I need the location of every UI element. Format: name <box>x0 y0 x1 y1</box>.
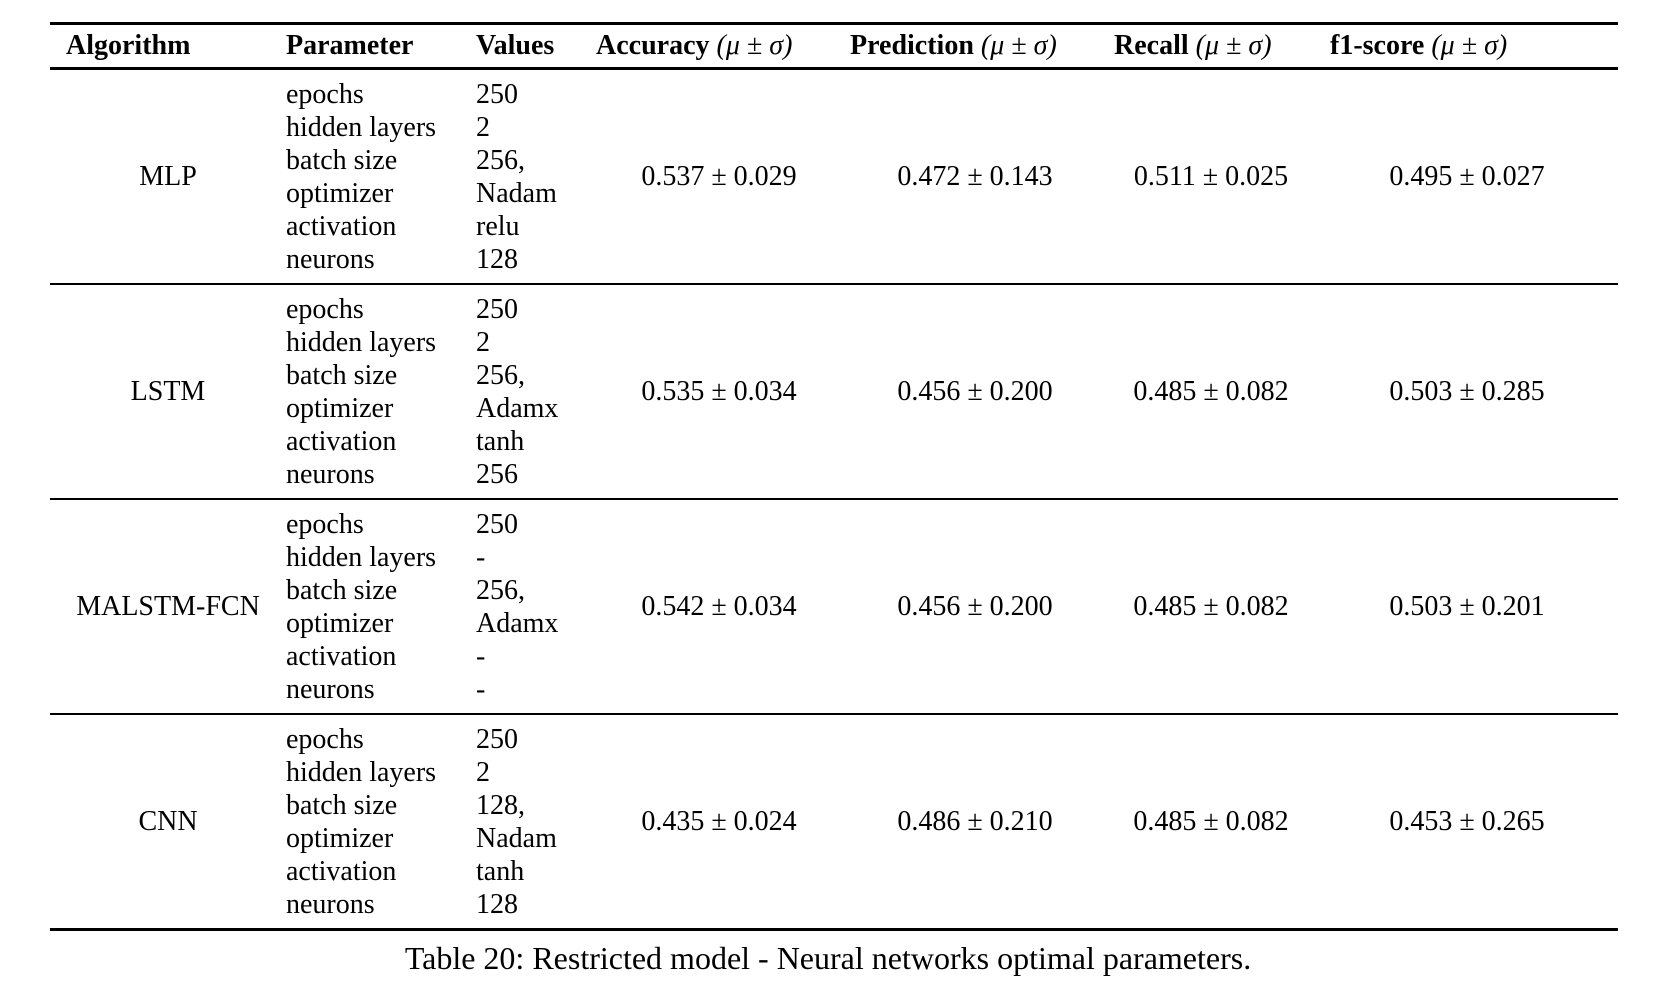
parameter-name: epochs <box>286 508 364 540</box>
parameter-value: 128 <box>476 888 518 920</box>
prediction-cell: 0.456 ± 0.200 <box>897 590 1053 622</box>
parameter-value: 250 <box>476 508 518 540</box>
parameter-value: 256, <box>476 574 525 606</box>
recall-cell: 0.485 ± 0.082 <box>1133 375 1289 407</box>
header-recall: Recall (μ ± σ) <box>1114 30 1272 61</box>
accuracy-cell: 0.435 ± 0.024 <box>641 805 797 837</box>
values-cell: 250-256, Adamx - - <box>476 499 594 714</box>
header-prediction: Prediction (μ ± σ) <box>850 30 1057 61</box>
algorithm-cell: MLP <box>139 160 197 192</box>
parameter-name: activation <box>286 210 397 242</box>
header-row: Algorithm Parameter Values Accuracy (μ ±… <box>50 23 1618 69</box>
parameter-value: 2 <box>476 111 490 143</box>
parameter-name: neurons <box>286 458 375 490</box>
table-body: MLP epochs hidden layers batch size optimize… <box>50 69 1618 930</box>
parameter-name: optimizer <box>286 177 394 209</box>
parameter-name: neurons <box>286 888 375 920</box>
f1-cell: 0.453 ± 0.265 <box>1389 805 1545 837</box>
header-prediction-unit: (μ ± σ) <box>980 30 1057 61</box>
parameter-value: Adamx <box>476 607 559 639</box>
results-table-container: Algorithm Parameter Values Accuracy (μ ±… <box>50 22 1618 931</box>
f1-cell: 0.503 ± 0.285 <box>1389 375 1545 407</box>
header-accuracy: Accuracy (μ ± σ) <box>596 30 793 61</box>
header-f1: f1-score (μ ± σ) <box>1330 30 1508 61</box>
parameter-name: epochs <box>286 293 364 325</box>
parameter-name: batch size <box>286 144 398 176</box>
table-row: CNN epochs hidden layers batch size optimize… <box>50 714 1618 930</box>
results-table: Algorithm Parameter Values Accuracy (μ ±… <box>50 22 1618 931</box>
header-parameter: Parameter <box>286 30 414 61</box>
parameter-value: tanh <box>476 425 525 457</box>
accuracy-cell: 0.537 ± 0.029 <box>641 160 797 192</box>
algorithm-cell: MALSTM-FCN <box>76 590 260 622</box>
header-values: Values <box>476 30 555 61</box>
parameter-name: hidden layers <box>286 756 437 788</box>
values-cell: 250 2 256, Nadam relu 128 <box>476 69 594 285</box>
parameter-value: 256 <box>476 458 518 490</box>
parameter-value: 256, <box>476 144 525 176</box>
parameter-name: hidden layers <box>286 326 437 358</box>
parameter-cell: epochs hidden layers batch size optimizer ac… <box>286 499 476 714</box>
parameter-name: neurons <box>286 673 375 705</box>
parameter-value: 250 <box>476 293 518 325</box>
f1-cell: 0.495 ± 0.027 <box>1389 160 1545 192</box>
prediction-cell: 0.472 ± 0.143 <box>897 160 1053 192</box>
parameter-value: 256, <box>476 359 525 391</box>
prediction-cell: 0.486 ± 0.210 <box>897 805 1053 837</box>
parameter-name: activation <box>286 640 397 672</box>
values-cell: 250 2 256, Adamx tanh 256 <box>476 284 594 499</box>
recall-cell: 0.485 ± 0.082 <box>1133 805 1289 837</box>
parameter-name: epochs <box>286 78 364 110</box>
table-row: MLP epochs hidden layers batch size optimize… <box>50 69 1618 285</box>
parameter-value: - <box>476 541 486 573</box>
parameter-name: optimizer <box>286 822 394 854</box>
parameter-name: activation <box>286 855 397 887</box>
table-caption: Table 20: Restricted model - Neural netw… <box>404 940 1252 976</box>
parameter-value: Nadam <box>476 177 557 209</box>
parameter-name: batch size <box>286 789 398 821</box>
f1-cell: 0.503 ± 0.201 <box>1389 590 1545 622</box>
table-row: LSTM epochs hidden layers batch size optimiz… <box>50 284 1618 499</box>
parameter-name: batch size <box>286 359 398 391</box>
parameter-value: tanh <box>476 855 525 887</box>
algorithm-cell: CNN <box>138 805 198 837</box>
parameter-name: activation <box>286 425 397 457</box>
parameter-name: neurons <box>286 243 375 275</box>
recall-cell: 0.485 ± 0.082 <box>1133 590 1289 622</box>
parameter-name: optimizer <box>286 392 394 424</box>
parameter-cell: epochs hidden layers batch size optimizer ac… <box>286 284 476 499</box>
header-algorithm: Algorithm <box>66 30 191 61</box>
header-recall-unit: (μ ± σ) <box>1195 30 1272 61</box>
recall-cell: 0.511 ± 0.025 <box>1133 160 1289 192</box>
parameter-value: 250 <box>476 723 518 755</box>
parameter-name: epochs <box>286 723 364 755</box>
parameter-value: 128 <box>476 243 518 275</box>
parameter-name: hidden layers <box>286 541 437 573</box>
parameter-name: hidden layers <box>286 111 437 143</box>
parameter-value: 128, <box>476 789 525 821</box>
parameter-value: 2 <box>476 756 490 788</box>
parameter-cell: epochs hidden layers batch size optimizer ac… <box>286 714 476 930</box>
header-f1-unit: (μ ± σ) <box>1431 30 1508 61</box>
parameter-value: Adamx <box>476 392 559 424</box>
header-accuracy-unit: (μ ± σ) <box>716 30 793 61</box>
parameter-value: - <box>476 673 486 705</box>
parameter-name: optimizer <box>286 607 394 639</box>
parameter-cell: epochs hidden layers batch size optimizer ac… <box>286 69 476 285</box>
parameter-value: 2 <box>476 326 490 358</box>
parameter-name: batch size <box>286 574 398 606</box>
parameter-value: 250 <box>476 78 518 110</box>
prediction-cell: 0.456 ± 0.200 <box>897 375 1053 407</box>
parameter-value: - <box>476 640 486 672</box>
parameter-value: relu <box>476 210 520 242</box>
accuracy-cell: 0.535 ± 0.034 <box>641 375 797 407</box>
accuracy-cell: 0.542 ± 0.034 <box>641 590 797 622</box>
table-row: MALSTM-FCN epochs hidden layers batch size o… <box>50 499 1618 714</box>
values-cell: 250 2 128, Nadam tanh 128 <box>476 714 594 930</box>
algorithm-cell: LSTM <box>130 375 206 407</box>
parameter-value: Nadam <box>476 822 557 854</box>
